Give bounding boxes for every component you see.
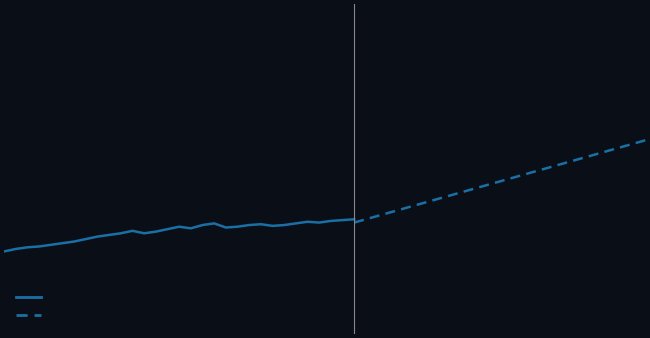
Legend: , : , — [16, 292, 49, 322]
